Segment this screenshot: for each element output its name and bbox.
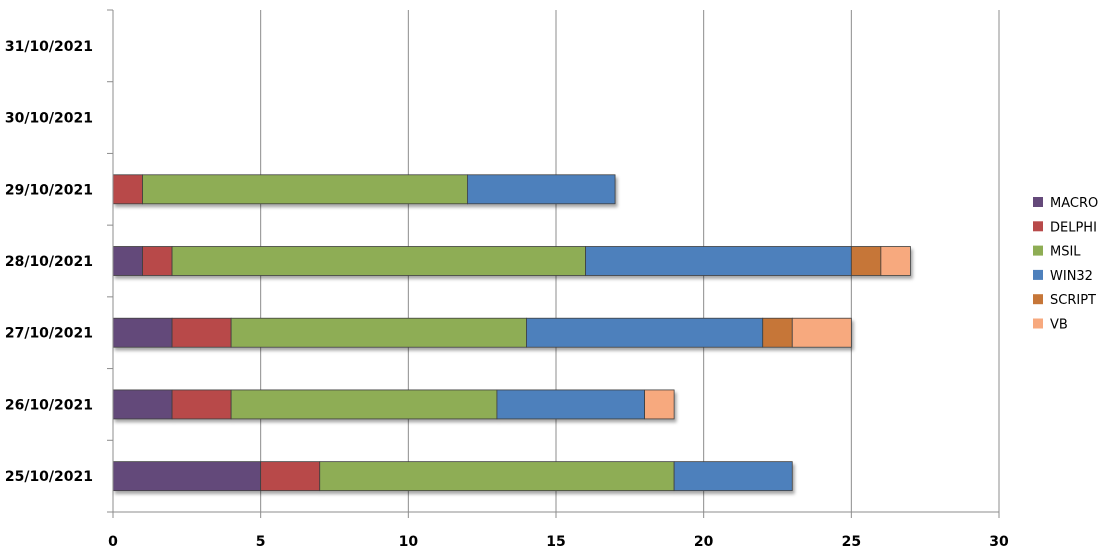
bar-segment-win32-26/10/2021: [496, 389, 645, 420]
bar-segment-msil-27/10/2021: [230, 317, 527, 348]
legend-swatch-win32: [1033, 269, 1043, 280]
x-tick-label: 5: [256, 534, 266, 550]
bar-group-29/10/2021: [112, 174, 616, 205]
bar-segment-win32-28/10/2021: [585, 246, 852, 276]
y-tick-label: 30/10/2021: [5, 111, 93, 127]
bar-segment-script-27/10/2021: [762, 317, 793, 348]
x-tick-label: 10: [399, 534, 419, 550]
bar-segment-macro-27/10/2021: [112, 317, 173, 348]
legend-swatch-delphi: [1033, 221, 1043, 232]
bar-segment-delphi-25/10/2021: [260, 461, 321, 492]
bar-segment-win32-27/10/2021: [526, 317, 764, 348]
bar-segment-macro-26/10/2021: [112, 389, 173, 420]
legend: MACRO DELPHI MSIL WIN32 SCRIPT VB: [1033, 196, 1098, 333]
legend-label-win32: WIN32: [1050, 269, 1093, 284]
y-tick-label: 29/10/2021: [5, 182, 93, 198]
legend-label-msil: MSIL: [1050, 245, 1081, 260]
y-tick-label: 27/10/2021: [5, 326, 93, 342]
bar-segment-vb-26/10/2021: [644, 389, 675, 420]
legend-swatch-script: [1033, 294, 1043, 305]
legend-label-delphi: DELPHI: [1050, 220, 1097, 235]
axes: 0 5 10 15 20 25 30 25/10/2021 26/10/2021 27/10/20…: [5, 9, 1009, 550]
bar-group-26/10/2021: [112, 389, 675, 420]
legend-swatch-macro: [1033, 197, 1043, 207]
bar-segment-delphi-27/10/2021: [171, 317, 232, 348]
x-tick-label: 20: [694, 534, 714, 550]
legend-label-macro: MACRO: [1050, 196, 1098, 211]
bar-segment-vb-27/10/2021: [791, 317, 852, 348]
bar-segment-msil-28/10/2021: [171, 246, 586, 276]
y-tick-label: 26/10/2021: [5, 397, 93, 413]
bar-segment-vb-28/10/2021: [880, 246, 911, 276]
legend-label-vb: VB: [1050, 318, 1068, 333]
bar-segment-delphi-26/10/2021: [171, 389, 232, 420]
bar-segment-win32-25/10/2021: [673, 461, 793, 492]
x-tick-label: 0: [108, 534, 118, 550]
bar-segment-win32-29/10/2021: [466, 174, 616, 205]
bar-group-25/10/2021: [112, 461, 793, 492]
bar-segment-delphi-28/10/2021: [142, 246, 173, 276]
bar-segment-msil-29/10/2021: [142, 174, 468, 205]
x-tick-label: 15: [546, 534, 565, 550]
bar-segment-msil-26/10/2021: [230, 389, 498, 420]
bar-segment-msil-25/10/2021: [319, 461, 675, 492]
bar-segment-delphi-29/10/2021: [112, 174, 143, 205]
legend-label-script: SCRIPT: [1050, 293, 1096, 308]
bar-group-27/10/2021: [112, 317, 852, 348]
legend-swatch-vb: [1033, 318, 1043, 329]
y-tick-label: 25/10/2021: [5, 469, 93, 485]
y-tick-label: 31/10/2021: [5, 39, 93, 55]
bar-segment-macro-28/10/2021: [112, 246, 143, 276]
bars: [112, 174, 911, 492]
bar-segment-macro-25/10/2021: [112, 461, 262, 492]
legend-swatch-msil: [1033, 245, 1043, 256]
y-tick-label: 28/10/2021: [5, 254, 93, 270]
x-tick-label: 30: [989, 534, 1009, 550]
bar-group-28/10/2021: [112, 246, 911, 276]
x-tick-label: 25: [842, 534, 861, 550]
bar-segment-script-28/10/2021: [850, 246, 882, 276]
